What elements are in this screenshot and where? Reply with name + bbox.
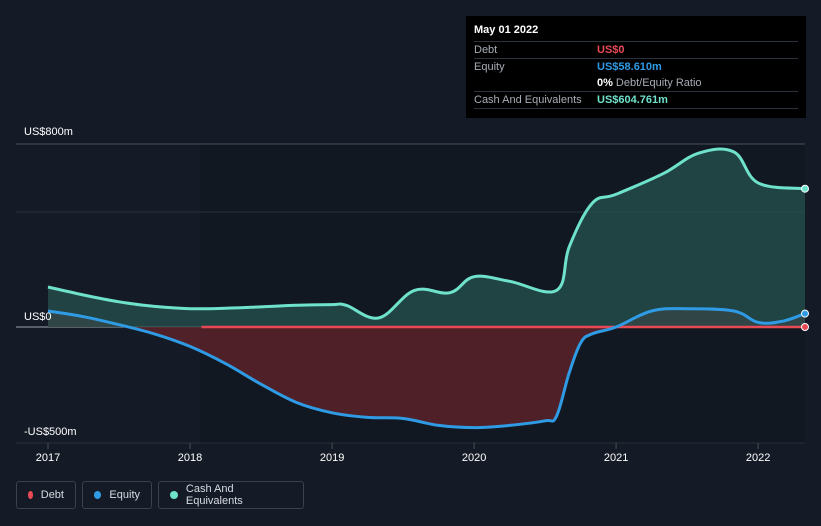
debt-end-marker bbox=[801, 323, 809, 331]
equity-line bbox=[47, 307, 806, 430]
tooltip-ratio-pct: 0% bbox=[597, 77, 613, 89]
y-tick-label-top: US$800m bbox=[24, 126, 73, 138]
tooltip-ratio-text: Debt/Equity Ratio bbox=[615, 77, 702, 89]
tooltip-panel: May 01 2022 Debt US$0 Equity US$58.610m … bbox=[466, 16, 806, 118]
debt-dot-icon bbox=[28, 491, 33, 499]
cash-end-marker bbox=[801, 184, 809, 193]
legend-cash-label: Cash And Equivalents bbox=[185, 483, 243, 507]
legend-item-equity[interactable]: Equity bbox=[82, 481, 152, 509]
tooltip-debt-value: US$0 bbox=[597, 44, 625, 56]
legend-debt-label: Debt bbox=[40, 489, 64, 501]
equity-dot-icon bbox=[94, 491, 102, 499]
cash-area bbox=[48, 148, 805, 327]
tooltip-row-equity: Equity US$58.610m bbox=[474, 58, 798, 75]
x-tick-label: 2017 bbox=[36, 452, 60, 464]
tooltip-row-debt: Debt US$0 bbox=[474, 41, 798, 58]
equity-area bbox=[48, 308, 805, 428]
tooltip-date: May 01 2022 bbox=[474, 24, 539, 36]
tooltip-equity-value: US$58.610m bbox=[597, 61, 662, 73]
tooltip-row-ratio: 0% Debt/Equity Ratio bbox=[474, 75, 798, 91]
tooltip-cash-value: US$604.761m bbox=[597, 94, 668, 106]
legend-equity-label: Equity bbox=[109, 489, 140, 501]
tooltip-cash-label: Cash And Equivalents bbox=[474, 94, 582, 106]
tooltip-equity-label: Equity bbox=[474, 61, 505, 73]
x-tick-label: 2020 bbox=[462, 452, 486, 464]
x-tick-label: 2019 bbox=[320, 452, 344, 464]
cash-dot-icon bbox=[170, 491, 178, 499]
legend-item-cash[interactable]: Cash And Equivalents bbox=[158, 481, 304, 509]
x-tick-label: 2021 bbox=[604, 452, 628, 464]
legend-item-debt[interactable]: Debt bbox=[16, 481, 76, 509]
equity-end-marker bbox=[801, 309, 809, 318]
tooltip-debt-label: Debt bbox=[474, 44, 498, 56]
tooltip-row-cash: Cash And Equivalents US$604.761m bbox=[474, 91, 798, 109]
y-tick-label-zero: US$0 bbox=[24, 311, 52, 323]
x-tick-label: 2018 bbox=[178, 452, 202, 464]
cash-line bbox=[47, 147, 806, 320]
y-tick-label-bottom: -US$500m bbox=[24, 426, 77, 438]
x-tick-label: 2022 bbox=[746, 452, 770, 464]
